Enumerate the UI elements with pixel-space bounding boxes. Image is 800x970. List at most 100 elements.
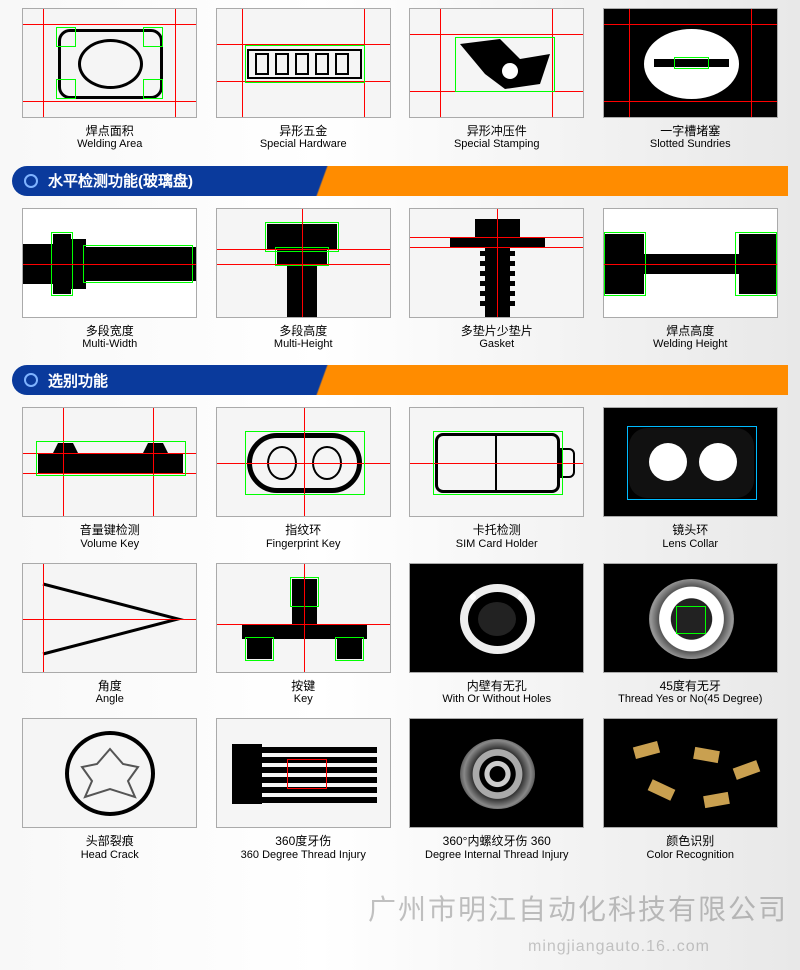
cell-thread-45: 45度有无牙 Thread Yes or No(45 Degree) — [599, 563, 783, 707]
caption-cn: 多垫片少垫片 — [461, 324, 533, 338]
row-3: 音量键检测 Volume Key 指纹环 Fingerprint Key 卡托检… — [0, 399, 800, 555]
caption-en: Volume Key — [80, 538, 140, 551]
thumb-head-crack — [22, 718, 197, 828]
caption-cn: 焊点高度 — [653, 324, 727, 338]
caption-en: Key — [291, 693, 315, 706]
caption: 按键 Key — [291, 679, 315, 707]
caption-cn: 360°内螺纹牙伤 360 — [425, 834, 569, 848]
caption: 异形冲压件 Special Stamping — [454, 124, 540, 152]
caption-en: Special Stamping — [454, 138, 540, 151]
thumb-thread-45 — [603, 563, 778, 673]
caption: 指纹环 Fingerprint Key — [266, 523, 341, 551]
caption: 360°内螺纹牙伤 360 Degree Internal Thread Inj… — [425, 834, 569, 862]
section-title: 水平检测功能(玻璃盘) — [48, 170, 193, 191]
row-1: 焊点面积 Welding Area 异形五金 Special Hardware — [0, 0, 800, 156]
thumb-fingerprint-key — [216, 407, 391, 517]
section-bar-horizontal: 水平检测功能(玻璃盘) — [12, 166, 788, 196]
row-5: 头部裂痕 Head Crack 360度牙伤 360 Degree Thread… — [0, 710, 800, 866]
cell-angle: 角度 Angle — [18, 563, 202, 707]
caption: 多垫片少垫片 Gasket — [461, 324, 533, 352]
caption-en: Head Crack — [81, 849, 139, 862]
thumb-key — [216, 563, 391, 673]
caption-en: Welding Area — [77, 138, 142, 151]
cell-360-internal-thread: 360°内螺纹牙伤 360 Degree Internal Thread Inj… — [405, 718, 589, 862]
caption-en: Special Hardware — [260, 138, 347, 151]
thumb-slotted-sundries — [603, 8, 778, 118]
caption-cn: 360度牙伤 — [241, 834, 366, 848]
caption: 音量键检测 Volume Key — [80, 523, 140, 551]
caption: 内壁有无孔 With Or Without Holes — [442, 679, 551, 707]
thumb-multi-height — [216, 208, 391, 318]
cell-gasket: 多垫片少垫片 Gasket — [405, 208, 589, 352]
caption: 45度有无牙 Thread Yes or No(45 Degree) — [618, 679, 762, 707]
thumb-volume-key — [22, 407, 197, 517]
thumb-360-internal-thread — [409, 718, 584, 828]
caption-en: Thread Yes or No(45 Degree) — [618, 693, 762, 706]
caption-cn: 头部裂痕 — [81, 834, 139, 848]
thumb-special-hardware — [216, 8, 391, 118]
caption-cn: 音量键检测 — [80, 523, 140, 537]
thumb-360-thread-injury — [216, 718, 391, 828]
cell-volume-key: 音量键检测 Volume Key — [18, 407, 202, 551]
cell-head-crack: 头部裂痕 Head Crack — [18, 718, 202, 862]
caption: 360度牙伤 360 Degree Thread Injury — [241, 834, 366, 862]
caption: 焊点面积 Welding Area — [77, 124, 142, 152]
caption: 多段高度 Multi-Height — [274, 324, 333, 352]
caption: 卡托检测 SIM Card Holder — [456, 523, 538, 551]
cell-with-without-holes: 内壁有无孔 With Or Without Holes — [405, 563, 589, 707]
caption: 颜色识别 Color Recognition — [647, 834, 734, 862]
row-2: 多段宽度 Multi-Width 多段高度 Multi-Height — [0, 200, 800, 356]
section-bar-selection: 选别功能 — [12, 365, 788, 395]
cell-slotted-sundries: 一字槽堵塞 Slotted Sundries — [599, 8, 783, 152]
caption: 一字槽堵塞 Slotted Sundries — [650, 124, 731, 152]
caption-cn: 45度有无牙 — [618, 679, 762, 693]
caption-cn: 焊点面积 — [77, 124, 142, 138]
caption-en: Slotted Sundries — [650, 138, 731, 151]
cell-special-hardware: 异形五金 Special Hardware — [212, 8, 396, 152]
caption-en: Multi-Height — [274, 338, 333, 351]
thumb-with-without-holes — [409, 563, 584, 673]
cell-welding-height: 焊点高度 Welding Height — [599, 208, 783, 352]
section-dot-icon — [24, 174, 38, 188]
caption-cn: 卡托检测 — [456, 523, 538, 537]
caption: 镜头环 Lens Collar — [662, 523, 718, 551]
caption-cn: 异形五金 — [260, 124, 347, 138]
thumb-multi-width — [22, 208, 197, 318]
caption: 异形五金 Special Hardware — [260, 124, 347, 152]
cell-color-recognition: 颜色识别 Color Recognition — [599, 718, 783, 862]
caption-en: SIM Card Holder — [456, 538, 538, 551]
row-4: 角度 Angle 按键 Key 内壁 — [0, 555, 800, 711]
caption-en: Angle — [96, 693, 124, 706]
caption-cn: 角度 — [96, 679, 124, 693]
thumb-sim-card-holder — [409, 407, 584, 517]
cell-360-thread-injury: 360度牙伤 360 Degree Thread Injury — [212, 718, 396, 862]
caption-en: Color Recognition — [647, 849, 734, 862]
thumb-special-stamping — [409, 8, 584, 118]
cell-special-stamping: 异形冲压件 Special Stamping — [405, 8, 589, 152]
thumb-color-recognition — [603, 718, 778, 828]
section-title: 选别功能 — [48, 370, 108, 391]
thumb-welding-height — [603, 208, 778, 318]
caption: 角度 Angle — [96, 679, 124, 707]
thumb-gasket — [409, 208, 584, 318]
cell-multi-height: 多段高度 Multi-Height — [212, 208, 396, 352]
cell-sim-card-holder: 卡托检测 SIM Card Holder — [405, 407, 589, 551]
caption-en: Fingerprint Key — [266, 538, 341, 551]
caption: 多段宽度 Multi-Width — [82, 324, 137, 352]
caption: 焊点高度 Welding Height — [653, 324, 727, 352]
caption-cn: 指纹环 — [266, 523, 341, 537]
thumb-angle — [22, 563, 197, 673]
caption-cn: 内壁有无孔 — [442, 679, 551, 693]
caption: 头部裂痕 Head Crack — [81, 834, 139, 862]
caption-en: With Or Without Holes — [442, 693, 551, 706]
watermark-company: 广州市明江自动化科技有限公司 — [368, 888, 788, 928]
thumb-welding-area — [22, 8, 197, 118]
caption-en: Welding Height — [653, 338, 727, 351]
cell-welding-area: 焊点面积 Welding Area — [18, 8, 202, 152]
caption-cn: 多段宽度 — [82, 324, 137, 338]
caption-cn: 按键 — [291, 679, 315, 693]
caption-cn: 颜色识别 — [647, 834, 734, 848]
cell-multi-width: 多段宽度 Multi-Width — [18, 208, 202, 352]
watermark-url: mingjiangauto.16..com — [528, 938, 710, 956]
cell-fingerprint-key: 指纹环 Fingerprint Key — [212, 407, 396, 551]
